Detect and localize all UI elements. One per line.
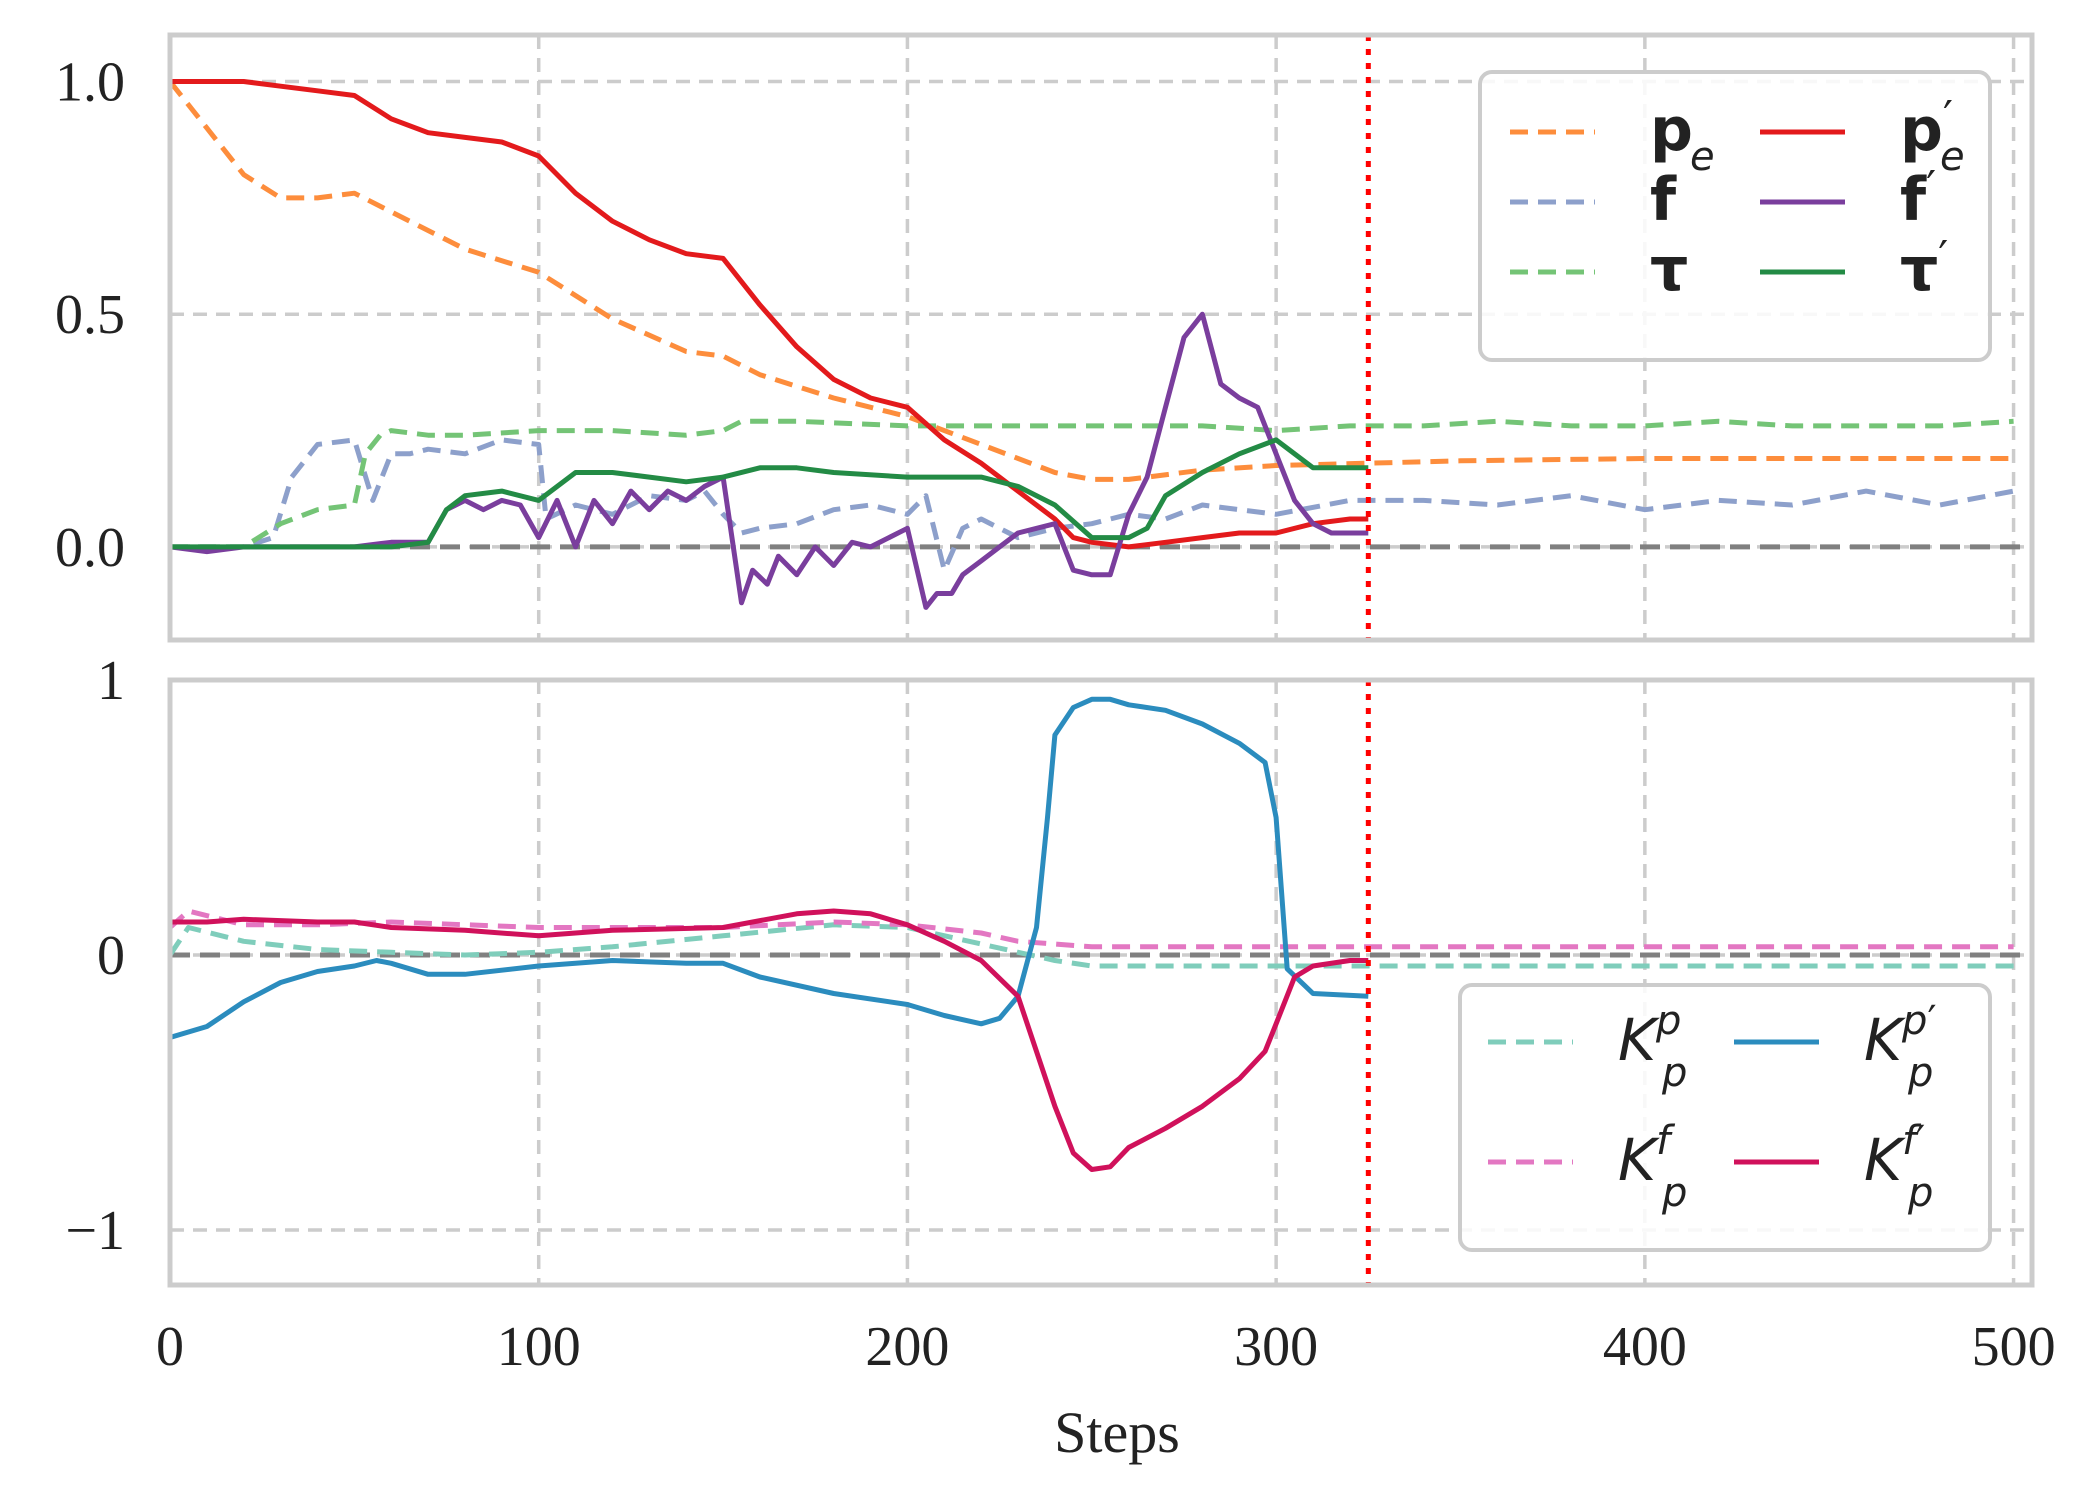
series-line-Kp^p [170,922,2014,969]
legend-label-main: p [1650,95,1693,165]
legend-label-main: K [1618,1006,1660,1074]
series-group [170,79,2015,610]
legend: Kp pKf pKp′ pKf′ p [1458,983,1992,1252]
legend-label-sub: p [1907,1170,1933,1216]
legend-label-tau: τ [1650,235,1688,305]
series-line-Kp^p_prime [170,696,1369,1040]
series-line-p_e_prime [170,79,1369,550]
legend-label-main: K [1864,1126,1906,1194]
legend-box [1458,983,1992,1252]
legend-label-sub: p [1661,1170,1687,1216]
series-line-f_prime [170,311,1369,610]
x-tick-label: 400 [1603,1316,1687,1378]
legend-label-Kp^f_prime: Kf′ p [1864,1118,1933,1216]
legend-label-main: K [1864,1006,1906,1074]
x-tick-label: 300 [1234,1316,1318,1378]
legend-label-p_e: pe [1650,95,1715,180]
plot-frame [167,32,2035,643]
y-tick-label: 0.5 [55,284,125,346]
legend-label-main: τ [1900,235,1938,305]
legend-label-main: p [1900,95,1943,165]
legend-label-prime: ′ [1943,92,1953,143]
series-line-tau_prime [170,437,1369,550]
legend-label-f: f [1650,165,1677,235]
series-line-Kp^f_prime [170,908,1369,1172]
x-tick-label: 200 [865,1316,949,1378]
legend-label-Kp^p_prime: Kp′ p [1864,998,1937,1096]
legend-label-prime: ′ [1916,1118,1925,1164]
x-axis-label: Steps [1054,1400,1180,1465]
series-line-tau [170,418,2014,550]
legend-label-Kp^f: Kf p [1618,1118,1687,1216]
legend-label-prime: ′ [1926,162,1936,213]
series-line-p_e [170,79,2014,482]
x-tick-label: 500 [1972,1316,2056,1378]
series-line-Kp^f [170,908,2014,950]
legend-label-f_prime: f′ [1900,162,1936,235]
y-tick-label: 0 [97,925,125,987]
legend-label-sub: e [1940,134,1965,180]
y-tick-label: 1.0 [55,52,125,114]
legend-label-prime: ′ [1927,998,1936,1044]
x-tick-label: 0 [156,1316,184,1378]
y-tick-label: 1 [97,650,125,712]
legend-label-sub: e [1690,134,1715,180]
legend-label-main: f [1900,165,1927,235]
legend-label-p_e_prime: p′ e [1900,92,1965,180]
legend-label-main: K [1618,1126,1660,1194]
y-tick-label: −1 [65,1200,125,1262]
y-tick-label: 0.0 [55,517,125,579]
legend-label-Kp^p: Kp p [1618,998,1687,1096]
legend-label-sup: p [1655,998,1681,1044]
legend-label-main: f [1650,165,1677,235]
legend-label-main: τ [1650,235,1688,305]
legend-box [1478,70,1992,362]
x-tick-label: 100 [497,1316,581,1378]
series-line-f [170,437,2015,573]
legend-label-prime: ′ [1938,232,1948,283]
legend-label-sup: p [1901,998,1927,1044]
plot-frame [167,677,2035,1288]
legend-label-sub: p [1661,1050,1687,1096]
legend-label-tau_prime: τ′ [1900,232,1948,305]
series-group [170,696,2014,1172]
legend-label-sub: p [1907,1050,1933,1096]
